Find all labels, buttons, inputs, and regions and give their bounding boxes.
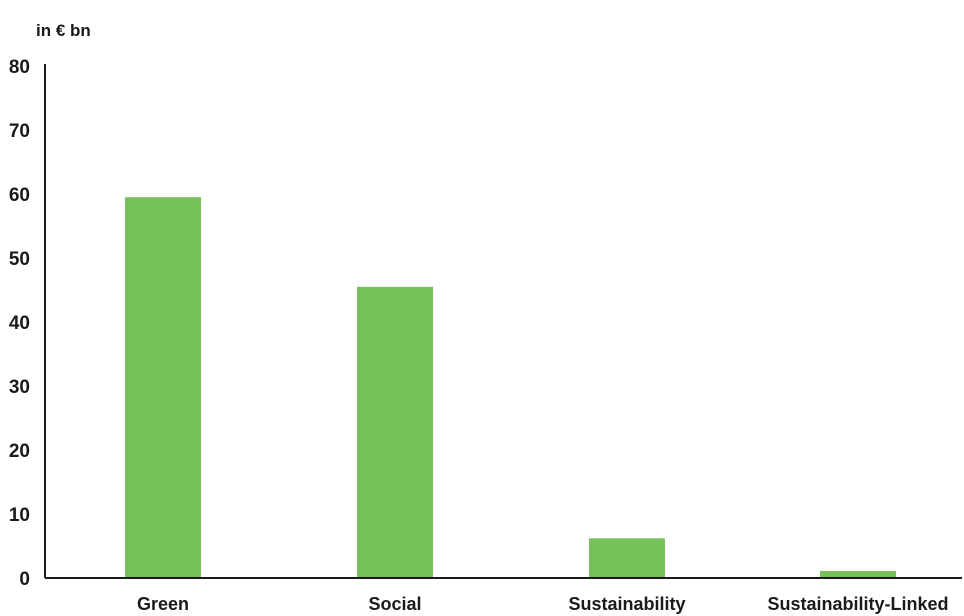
bar-sustainability-linked [820,570,896,578]
y-axis-unit-label: in € bn [36,21,91,40]
bar-social [357,286,433,578]
y-tick-label: 80 [9,57,30,78]
x-category-label: Social [368,594,421,614]
y-tick-label: 20 [9,441,30,462]
bar-sustainability [589,538,665,578]
y-tick-label: 30 [9,377,30,398]
x-category-label: Sustainability-Linked [767,594,948,614]
y-tick-label: 70 [9,121,30,142]
bars [125,197,896,578]
x-category-label: Green [137,594,189,614]
y-tick-label: 50 [9,249,30,270]
y-tick-label: 40 [9,313,30,334]
bar-green [125,197,201,578]
y-tick-label: 0 [19,569,30,590]
x-axis-labels: Green Social Sustainability Sustainability-… [137,594,949,614]
y-axis-ticks: 0 10 20 30 40 50 60 70 80 [9,57,30,590]
x-category-label: Sustainability [568,594,685,614]
y-tick-label: 10 [9,505,30,526]
y-tick-label: 60 [9,185,30,206]
